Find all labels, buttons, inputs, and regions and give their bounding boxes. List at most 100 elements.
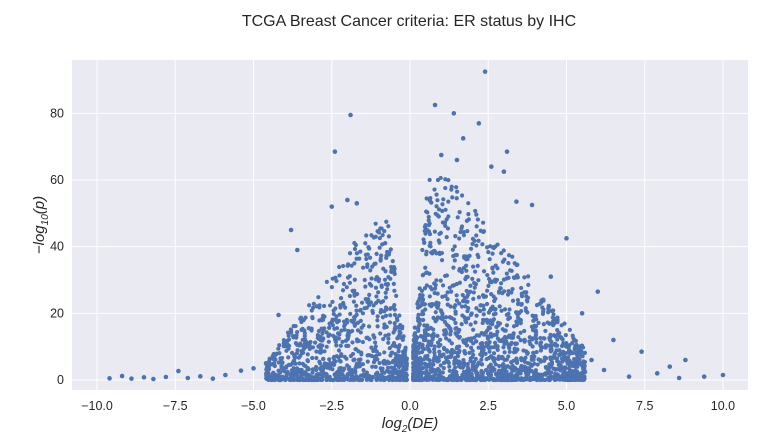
- data-point: [119, 373, 125, 379]
- data-point: [311, 301, 316, 306]
- data-point: [386, 336, 391, 341]
- data-point: [440, 283, 446, 288]
- data-point: [527, 377, 533, 383]
- data-point: [522, 275, 527, 280]
- data-point: [310, 367, 315, 372]
- data-point: [383, 290, 388, 295]
- data-point: [383, 269, 388, 274]
- data-point: [424, 252, 429, 257]
- data-point: [514, 319, 519, 324]
- data-point: [278, 356, 283, 361]
- data-point: [557, 334, 563, 339]
- data-point: [320, 356, 326, 362]
- data-point: [490, 318, 495, 324]
- data-point: [595, 289, 601, 294]
- data-point: [444, 336, 449, 341]
- data-point: [683, 357, 688, 363]
- data-point: [359, 352, 364, 357]
- data-point: [522, 328, 527, 334]
- data-point: [380, 242, 385, 247]
- data-point: [443, 177, 448, 182]
- data-point: [295, 247, 300, 253]
- data-point: [458, 229, 463, 235]
- data-point: [465, 309, 470, 314]
- data-point: [371, 360, 377, 365]
- data-point: [310, 316, 315, 321]
- data-point: [506, 253, 512, 258]
- data-point: [385, 287, 390, 292]
- data-point: [327, 303, 333, 308]
- data-point: [420, 311, 425, 317]
- data-point: [567, 327, 572, 332]
- data-point: [509, 268, 514, 273]
- data-point: [297, 377, 302, 382]
- data-point: [404, 361, 409, 366]
- data-point: [331, 308, 336, 313]
- data-point: [358, 330, 363, 335]
- data-point: [338, 305, 343, 310]
- data-point: [481, 220, 486, 225]
- data-point: [479, 347, 485, 352]
- data-point: [563, 365, 568, 370]
- data-point: [310, 345, 316, 350]
- data-point: [557, 352, 562, 357]
- data-point: [431, 334, 436, 339]
- data-point: [374, 294, 379, 299]
- data-point: [347, 293, 353, 299]
- data-point: [488, 331, 493, 336]
- data-point: [378, 331, 383, 336]
- data-point: [352, 277, 357, 282]
- data-point: [414, 359, 419, 364]
- data-point: [450, 247, 455, 252]
- data-point: [370, 310, 375, 316]
- data-point: [438, 152, 444, 158]
- data-point: [522, 290, 527, 295]
- x-axis-label-base: log: [382, 415, 403, 432]
- data-point: [538, 335, 543, 341]
- data-point: [276, 346, 281, 351]
- data-point: [383, 295, 388, 300]
- data-point: [459, 193, 465, 198]
- data-point: [332, 149, 338, 154]
- data-point: [383, 305, 389, 310]
- data-point: [400, 369, 405, 374]
- data-point: [502, 257, 507, 262]
- data-point: [561, 349, 566, 354]
- data-point: [479, 368, 484, 374]
- data-point: [417, 319, 422, 324]
- data-point: [337, 273, 342, 278]
- data-point: [365, 252, 370, 257]
- data-point: [448, 373, 453, 379]
- data-point: [359, 377, 365, 383]
- data-point: [306, 326, 311, 331]
- data-point: [392, 312, 398, 317]
- data-point: [424, 270, 429, 276]
- data-point: [375, 318, 380, 323]
- data-point: [412, 333, 417, 338]
- data-point: [347, 365, 352, 370]
- data-point: [506, 311, 511, 316]
- y-tick-label: 40: [50, 240, 64, 254]
- x-tick-label: 7.5: [636, 399, 653, 413]
- data-point: [466, 336, 472, 341]
- data-point: [518, 371, 523, 376]
- data-point: [431, 302, 436, 307]
- data-point: [501, 169, 507, 174]
- data-point: [423, 370, 428, 376]
- data-point: [431, 315, 436, 320]
- data-point: [295, 330, 300, 335]
- data-point: [470, 236, 476, 241]
- data-point: [573, 368, 578, 373]
- data-point: [552, 352, 557, 357]
- data-point: [415, 315, 421, 321]
- data-point: [353, 347, 358, 352]
- data-point: [273, 372, 279, 377]
- data-point: [466, 316, 471, 321]
- data-point: [491, 376, 496, 382]
- data-point: [441, 366, 446, 371]
- data-point: [654, 371, 660, 376]
- data-point: [285, 369, 290, 375]
- data-point: [466, 201, 471, 206]
- data-point: [238, 368, 244, 373]
- data-point: [443, 185, 448, 191]
